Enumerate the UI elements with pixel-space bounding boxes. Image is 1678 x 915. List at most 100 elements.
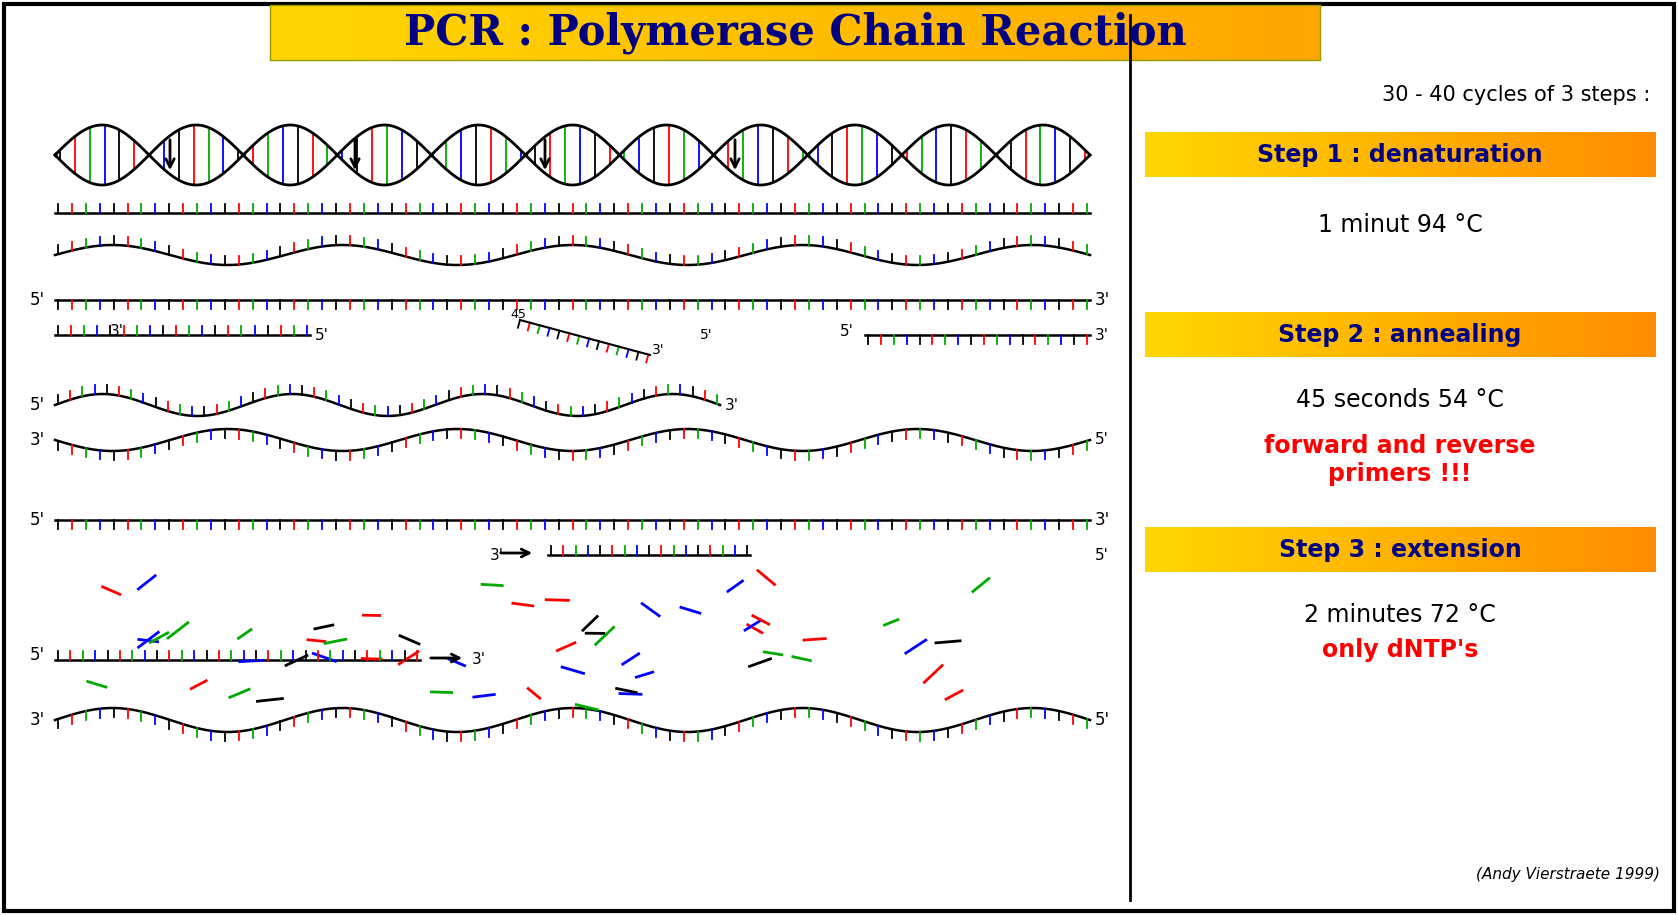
Bar — [1173, 527, 1176, 572]
Bar — [958, 5, 963, 60]
Bar — [1545, 132, 1549, 177]
Bar — [470, 5, 475, 60]
Bar — [460, 5, 465, 60]
Bar — [1015, 5, 1022, 60]
Bar — [1453, 312, 1457, 357]
Bar — [1467, 132, 1470, 177]
Bar — [1505, 527, 1507, 572]
Bar — [1359, 527, 1363, 572]
Bar — [1005, 5, 1010, 60]
Bar — [1250, 312, 1252, 357]
Bar — [1242, 527, 1245, 572]
Bar — [1186, 527, 1188, 572]
Bar — [495, 5, 502, 60]
Bar — [1490, 132, 1492, 177]
Bar — [995, 5, 1000, 60]
Bar — [774, 5, 780, 60]
Bar — [1212, 132, 1215, 177]
Bar — [1462, 312, 1465, 357]
Bar — [1532, 527, 1535, 572]
Bar — [1599, 312, 1602, 357]
Bar — [1173, 312, 1176, 357]
Bar — [1149, 527, 1153, 572]
Bar — [1188, 312, 1191, 357]
Bar — [968, 5, 973, 60]
Bar — [742, 5, 748, 60]
Bar — [1638, 312, 1639, 357]
Bar — [690, 5, 696, 60]
Bar — [1415, 527, 1418, 572]
Bar — [1596, 312, 1599, 357]
Bar — [1299, 5, 1305, 60]
Bar — [1415, 312, 1418, 357]
Bar — [480, 5, 485, 60]
Bar — [1262, 312, 1265, 357]
Bar — [1213, 527, 1217, 572]
Bar — [1394, 527, 1398, 572]
Bar — [1624, 527, 1628, 572]
Bar — [1252, 132, 1255, 177]
Bar — [1410, 132, 1413, 177]
Bar — [1331, 527, 1334, 572]
Bar — [1586, 132, 1589, 177]
Bar — [1339, 527, 1342, 572]
Bar — [1245, 132, 1247, 177]
Bar — [1242, 132, 1245, 177]
Bar — [1468, 132, 1472, 177]
Bar — [1178, 5, 1185, 60]
Bar — [1295, 132, 1299, 177]
Bar — [1220, 5, 1227, 60]
Bar — [1062, 5, 1069, 60]
Bar — [921, 5, 926, 60]
Bar — [1561, 527, 1564, 572]
Bar — [1569, 527, 1571, 572]
Bar — [628, 5, 633, 60]
Bar — [1369, 132, 1373, 177]
Bar — [753, 5, 758, 60]
Bar — [1047, 5, 1052, 60]
Bar — [1171, 132, 1173, 177]
Bar — [1472, 132, 1475, 177]
Bar — [1379, 312, 1383, 357]
Bar — [821, 5, 827, 60]
Bar — [1554, 132, 1556, 177]
Bar — [453, 5, 460, 60]
Bar — [978, 5, 985, 60]
Bar — [1609, 527, 1613, 572]
Bar — [916, 5, 921, 60]
Bar — [1359, 312, 1363, 357]
Bar — [1369, 527, 1373, 572]
Bar — [1537, 132, 1540, 177]
Bar — [1321, 312, 1324, 357]
Bar — [1242, 5, 1247, 60]
Text: 3': 3' — [30, 711, 45, 729]
Bar — [1351, 132, 1354, 177]
Bar — [517, 5, 522, 60]
Bar — [1257, 5, 1264, 60]
Bar — [1527, 312, 1530, 357]
Bar — [1559, 312, 1561, 357]
Bar — [675, 5, 680, 60]
Bar — [658, 5, 664, 60]
Bar — [1295, 312, 1299, 357]
Bar — [1329, 312, 1332, 357]
Bar — [1363, 132, 1364, 177]
Bar — [1505, 312, 1507, 357]
Bar — [1368, 312, 1369, 357]
Bar — [1643, 312, 1646, 357]
Bar — [1099, 5, 1106, 60]
Bar — [1205, 5, 1210, 60]
Text: (Andy Vierstraete 1999): (Andy Vierstraete 1999) — [1477, 867, 1660, 882]
Bar — [1000, 5, 1005, 60]
Bar — [1163, 527, 1166, 572]
Bar — [1193, 132, 1196, 177]
Bar — [1300, 132, 1304, 177]
Bar — [1579, 132, 1582, 177]
Bar — [1483, 312, 1487, 357]
Bar — [1153, 132, 1156, 177]
Bar — [623, 5, 628, 60]
Bar — [1639, 527, 1643, 572]
Bar — [963, 5, 968, 60]
Bar — [601, 5, 606, 60]
Bar — [1237, 5, 1242, 60]
